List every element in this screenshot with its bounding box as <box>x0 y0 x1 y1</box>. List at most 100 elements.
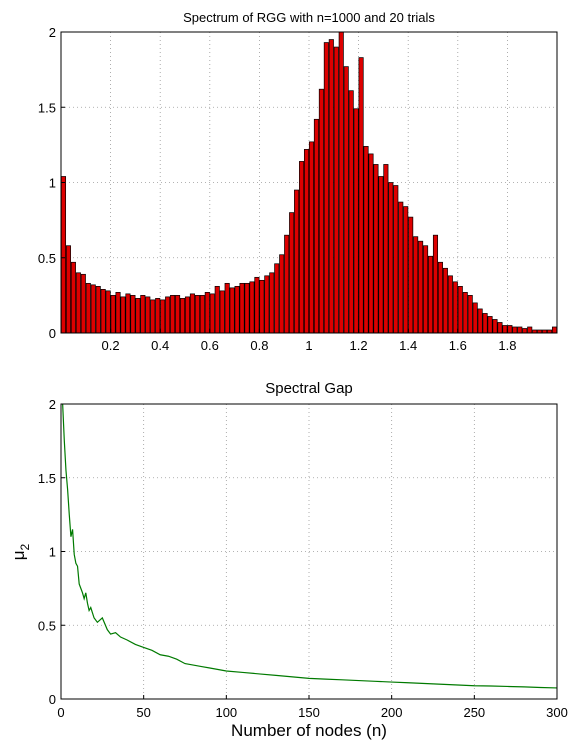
histogram-bar <box>165 296 171 334</box>
histogram-bar <box>313 118 319 334</box>
histogram-title: Spectrum of RGG with n=1000 and 20 trial… <box>183 10 435 25</box>
histogram-bar <box>274 263 280 334</box>
histogram-bar <box>199 295 205 334</box>
histogram-bar <box>219 290 225 334</box>
histogram-bar <box>175 295 181 334</box>
histogram-bar <box>244 282 250 334</box>
histogram-bar <box>333 46 339 334</box>
histogram-bar <box>457 285 463 334</box>
spectral-gap-y-label: μ2 <box>9 543 32 560</box>
histogram-bar <box>279 254 285 334</box>
histogram-bar <box>308 141 315 334</box>
histogram-bar <box>502 325 508 334</box>
histogram-bar <box>363 146 369 334</box>
histogram-bar <box>527 326 533 334</box>
histogram-bar <box>318 88 324 334</box>
histogram-bar <box>408 216 414 334</box>
x-tick-label: 1.8 <box>498 338 516 353</box>
histogram-bar <box>229 287 235 334</box>
histogram-bar <box>60 176 67 334</box>
y-tick-label: 0.5 <box>38 618 56 633</box>
histogram-bar <box>65 245 71 334</box>
histogram-bar <box>70 261 76 334</box>
y-label-subscript: 2 <box>18 543 32 550</box>
histogram-bar <box>264 275 270 334</box>
histogram-bar <box>328 39 334 334</box>
spectral-gap-chart: Spectral Gap 0 50 100 150 200 250 300 0 0.5 1 1.5… <box>9 380 568 740</box>
histogram-bar <box>209 293 215 334</box>
y-label-mu: μ <box>9 550 28 560</box>
histogram-bar <box>160 299 166 334</box>
histogram-bar <box>75 272 81 334</box>
histogram-x-ticks: 0.2 0.4 0.6 0.8 1 1.2 1.4 1.6 1.8 <box>102 329 516 353</box>
spectral-gap-line <box>62 403 558 689</box>
y-tick-label: 1.5 <box>38 100 56 115</box>
histogram-bar <box>90 284 96 334</box>
histogram-bar <box>115 292 121 334</box>
histogram-bar <box>125 293 131 334</box>
histogram-bar <box>452 281 458 334</box>
y-tick-label: 2 <box>49 25 56 40</box>
histogram-bar <box>234 285 240 334</box>
histogram-bar <box>95 285 101 334</box>
x-tick-label: 0 <box>57 705 64 720</box>
histogram-bar <box>130 295 136 334</box>
histogram-bar <box>383 164 389 334</box>
histogram-bar <box>284 234 290 334</box>
x-tick-label: 50 <box>136 705 150 720</box>
histogram-bar <box>442 267 448 334</box>
histogram-bar <box>403 206 409 334</box>
histogram-bar <box>105 290 111 334</box>
histogram-bar <box>140 295 146 334</box>
histogram-bar <box>299 161 305 334</box>
histogram-bar <box>303 149 310 334</box>
histogram-chart: Spectrum of RGG with n=1000 and 20 trial… <box>38 10 558 353</box>
histogram-bar <box>507 325 513 334</box>
x-tick-label: 1.6 <box>449 338 467 353</box>
x-tick-label: 300 <box>546 705 568 720</box>
x-tick-label: 1.2 <box>350 338 368 353</box>
x-tick-label: 1.4 <box>399 338 417 353</box>
histogram-bar <box>368 153 374 334</box>
histogram-bar <box>398 201 404 334</box>
histogram-bar <box>418 240 424 334</box>
histogram-bar <box>179 298 186 334</box>
x-tick-label: 0.8 <box>250 338 268 353</box>
histogram-bar <box>423 245 429 334</box>
histogram-bar <box>462 292 468 334</box>
histogram-bar <box>353 108 359 334</box>
histogram-bar <box>204 292 210 334</box>
histogram-bar <box>517 326 523 334</box>
histogram-bar <box>110 295 116 334</box>
histogram-bar <box>289 212 295 334</box>
histogram-bars <box>60 31 558 334</box>
histogram-bar <box>482 313 488 334</box>
x-tick-label: 0.6 <box>201 338 219 353</box>
histogram-bar <box>437 261 443 334</box>
histogram-bar <box>100 289 106 334</box>
histogram-bar <box>358 57 364 334</box>
histogram-bar <box>214 285 220 334</box>
x-tick-label: 0.2 <box>102 338 120 353</box>
y-tick-label: 0 <box>49 326 56 341</box>
histogram-bar <box>194 295 200 334</box>
histogram-bar <box>259 279 265 334</box>
histogram-bar <box>170 295 176 334</box>
histogram-bar <box>239 282 245 334</box>
histogram-bar <box>269 272 275 334</box>
histogram-bar <box>249 281 255 334</box>
histogram-bar <box>150 299 156 334</box>
histogram-bar <box>120 296 126 334</box>
histogram-y-ticks: 0 0.5 1 1.5 2 <box>38 25 65 341</box>
x-tick-label: 1 <box>305 338 312 353</box>
x-tick-label: 100 <box>215 705 237 720</box>
spectral-gap-x-ticks: 0 50 100 150 200 250 300 <box>57 695 568 720</box>
histogram-bar <box>343 66 349 334</box>
histogram-bar <box>348 90 354 334</box>
x-tick-label: 0.4 <box>151 338 169 353</box>
x-tick-label: 150 <box>298 705 320 720</box>
histogram-bar <box>522 328 528 334</box>
histogram-bar <box>378 176 384 334</box>
histogram-bar <box>413 236 419 334</box>
